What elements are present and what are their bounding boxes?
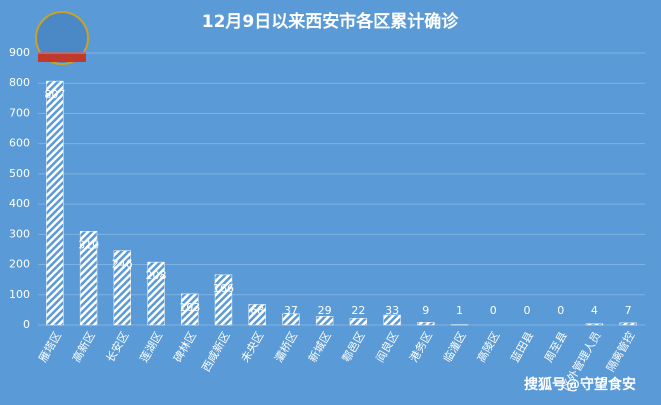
data-label: 310 bbox=[78, 238, 99, 251]
data-label: 166 bbox=[213, 282, 234, 295]
logo bbox=[35, 11, 89, 65]
data-label: 0 bbox=[490, 304, 497, 317]
data-label: 9 bbox=[422, 304, 429, 317]
y-tick-label: 300 bbox=[9, 227, 30, 240]
bar bbox=[315, 315, 334, 326]
watermark: 搜狐号@守望食安 bbox=[524, 376, 636, 393]
bar bbox=[619, 322, 637, 326]
y-tick-label: 900 bbox=[9, 46, 30, 59]
bar bbox=[147, 261, 165, 326]
bar bbox=[46, 80, 64, 326]
data-label: 68 bbox=[250, 304, 264, 317]
data-label: 0 bbox=[523, 304, 530, 317]
y-tick-label: 700 bbox=[9, 106, 30, 119]
data-label: 4 bbox=[591, 304, 598, 317]
y-tick-label: 200 bbox=[9, 258, 30, 271]
data-label: 37 bbox=[284, 304, 298, 317]
data-label: 0 bbox=[557, 304, 564, 317]
bar bbox=[248, 304, 266, 326]
bar bbox=[383, 314, 401, 326]
data-label: 807 bbox=[44, 88, 65, 101]
data-label: 246 bbox=[112, 258, 133, 271]
data-label: 33 bbox=[385, 304, 399, 317]
bar bbox=[585, 323, 604, 326]
data-label: 208 bbox=[146, 269, 167, 282]
data-label: 22 bbox=[351, 304, 365, 317]
bar bbox=[214, 274, 233, 326]
bar bbox=[113, 250, 131, 326]
y-tick-label: 400 bbox=[9, 197, 30, 210]
bar bbox=[79, 231, 98, 326]
data-label: 29 bbox=[318, 304, 332, 317]
data-label: 1 bbox=[456, 304, 463, 317]
bar bbox=[181, 293, 199, 326]
y-tick-label: 0 bbox=[23, 318, 30, 331]
y-tick-label: 800 bbox=[9, 76, 30, 89]
bar bbox=[417, 322, 435, 326]
bar bbox=[349, 318, 368, 326]
y-tick-label: 500 bbox=[9, 167, 30, 180]
chart-title: 12月9日以来西安市各区累计确诊 bbox=[202, 11, 459, 32]
data-label: 7 bbox=[625, 304, 632, 317]
y-tick-label: 100 bbox=[9, 288, 30, 301]
data-label: 103 bbox=[179, 301, 200, 314]
bar bbox=[282, 313, 300, 326]
y-tick-label: 600 bbox=[9, 137, 30, 150]
